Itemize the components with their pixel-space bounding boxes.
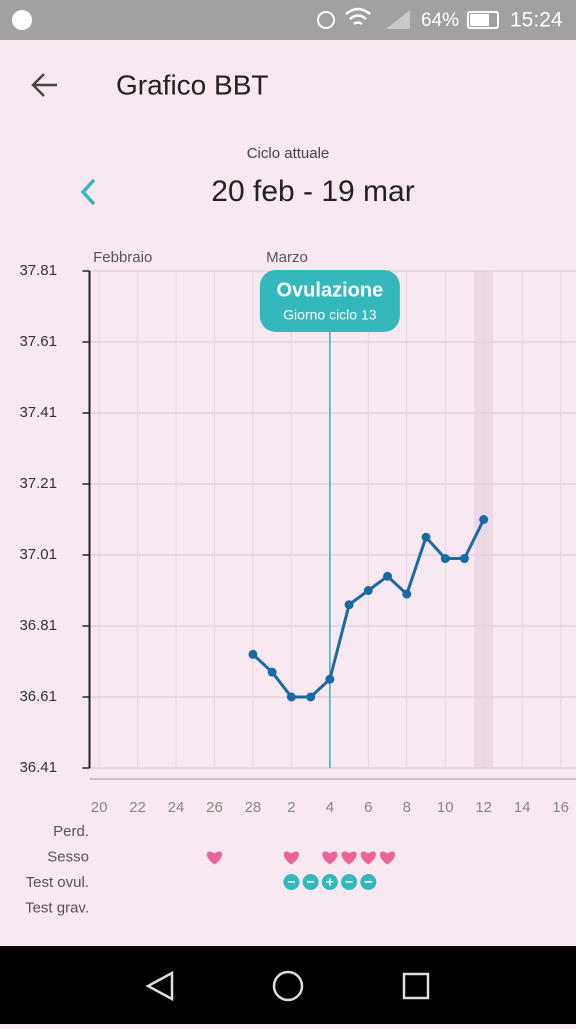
temperature-point — [344, 600, 354, 610]
temperature-point — [267, 667, 277, 677]
event-row-label: Test grav. — [25, 899, 89, 916]
temperature-point — [383, 571, 393, 581]
x-tick-label: 6 — [364, 799, 372, 816]
test-result: − — [287, 874, 295, 890]
y-tick-label: 37.81 — [19, 262, 57, 279]
test-result: + — [326, 874, 334, 890]
back-button[interactable] — [31, 73, 57, 97]
battery-text: 64% — [421, 10, 459, 31]
month-label: Febbraio — [93, 249, 152, 266]
test-result: − — [345, 874, 353, 890]
nav-recents[interactable] — [402, 972, 430, 1000]
battery-level — [470, 14, 489, 26]
y-tick-label: 36.81 — [19, 617, 57, 634]
nav-back[interactable] — [145, 970, 174, 1002]
y-tick-label: 36.41 — [19, 759, 57, 776]
heart-icon — [360, 851, 376, 865]
event-row-label: Sesso — [47, 848, 89, 865]
x-tick-label: 14 — [514, 799, 531, 816]
ovulation-title: Ovulazione — [277, 279, 384, 301]
test-result: − — [364, 874, 372, 890]
heart-icon — [322, 851, 338, 865]
temperature-point — [306, 692, 316, 702]
temperature-point — [479, 515, 489, 524]
prev-cycle-button[interactable] — [80, 178, 96, 206]
temperature-point — [248, 649, 258, 659]
test-icon — [360, 874, 377, 890]
temperature-point — [459, 554, 469, 564]
x-tick-label: 16 — [552, 799, 569, 816]
temperature-point — [363, 586, 373, 595]
status-bar — [0, 0, 576, 40]
heart-icon — [206, 851, 223, 865]
clock: 15:24 — [510, 9, 563, 32]
x-tick-label: 26 — [206, 799, 223, 816]
temperature-point — [421, 532, 431, 542]
temperature-point — [325, 674, 335, 684]
ovulation-subtitle: Giorno ciclo 13 — [283, 307, 377, 323]
x-tick-label: 12 — [475, 799, 492, 816]
page-title: Grafico BBT — [116, 69, 268, 100]
cycle-label: Ciclo attuale — [247, 145, 330, 162]
event-row-label: Perd. — [53, 823, 89, 840]
y-tick-label: 37.21 — [19, 475, 57, 492]
temperature-point — [402, 589, 412, 599]
heart-icon — [283, 851, 299, 865]
test-result: − — [307, 874, 315, 890]
test-icon — [341, 874, 358, 890]
temperature-point — [440, 554, 450, 564]
x-tick-label: 28 — [245, 799, 262, 816]
x-tick-label: 22 — [129, 799, 146, 816]
nav-bar — [0, 946, 576, 1024]
x-tick-label: 8 — [403, 799, 411, 816]
wifi-icon — [345, 7, 371, 26]
x-tick-label: 4 — [326, 799, 334, 816]
x-tick-label: 2 — [287, 799, 295, 816]
event-row-label: Test ovul. — [26, 874, 89, 891]
chart: 36.41 36.61 36.81 37.01 37.21 37.41 37.61 37.81… — [19, 249, 576, 916]
ovulation-bubble — [259, 270, 400, 332]
messenger-icon — [12, 10, 32, 30]
cycle-range: 20 feb - 19 mar — [211, 175, 414, 208]
test-icon — [283, 874, 300, 890]
x-tick-label: 24 — [168, 799, 185, 816]
y-tick-label: 37.61 — [19, 333, 57, 350]
test-icon — [321, 874, 338, 890]
test-icon — [302, 874, 319, 890]
x-tick-label: 20 — [91, 799, 108, 816]
heart-icon — [379, 851, 396, 865]
y-tick-label: 36.61 — [19, 688, 57, 705]
heart-icon — [341, 851, 357, 865]
temperature-point — [286, 692, 296, 702]
y-tick-label: 37.41 — [19, 404, 57, 421]
battery-icon — [467, 11, 499, 29]
alarm-icon — [317, 11, 335, 29]
x-tick-label: 10 — [437, 799, 454, 816]
y-tick-label: 37.01 — [19, 546, 57, 563]
signal-icon — [386, 10, 410, 29]
month-label: Marzo — [266, 249, 308, 266]
nav-home[interactable] — [272, 970, 304, 1002]
